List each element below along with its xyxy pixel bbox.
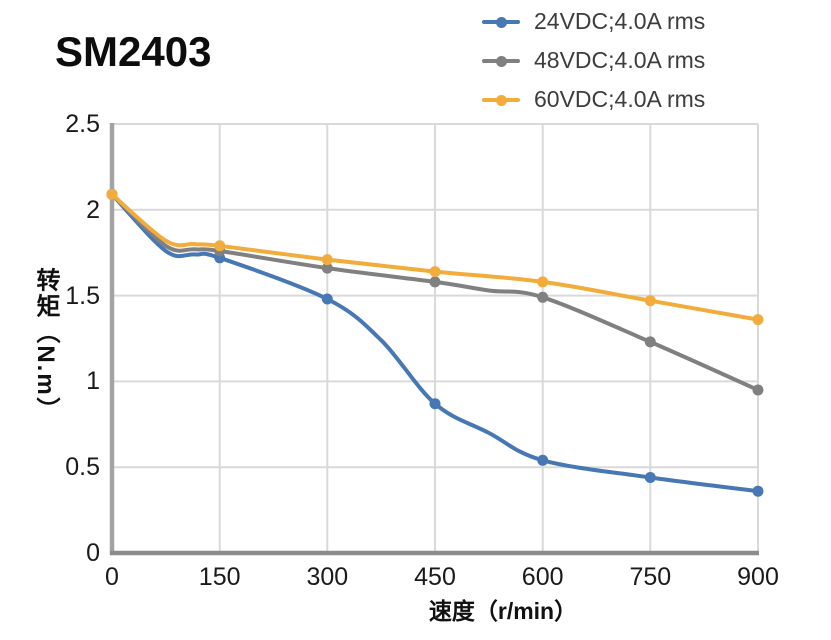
x-axis-title: 速度（r/min） [428, 598, 578, 624]
legend-line-dot-icon [482, 16, 520, 28]
data-point-marker [106, 188, 118, 200]
chart-title: SM2403 [55, 28, 212, 75]
x-tick-label: 600 [521, 563, 564, 591]
legend: 24VDC;4.0A rms 48VDC;4.0A rms 60VDC;4.0A r… [482, 2, 705, 119]
data-point-marker [214, 240, 226, 252]
data-point-marker [537, 276, 549, 288]
x-tick-label: 750 [629, 563, 672, 591]
x-tick-label: 450 [414, 563, 456, 591]
x-tick-label: 300 [306, 563, 349, 591]
legend-line-dot-icon [482, 94, 520, 106]
x-tick-label: 0 [105, 563, 119, 591]
data-point-marker [537, 454, 549, 466]
series-line-2 [110, 192, 760, 392]
y-tick-label: 0.5 [65, 453, 100, 482]
y-tick-label: 2.5 [65, 110, 100, 138]
legend-label: 24VDC;4.0A rms [534, 8, 706, 34]
legend-label: 48VDC;4.0A rms [534, 47, 706, 73]
legend-item-1: 24VDC;4.0A rms [482, 2, 705, 41]
y-tick-label: 1 [86, 367, 100, 396]
data-point-marker [752, 485, 764, 497]
legend-item-3: 60VDC;4.0A rms [482, 80, 705, 119]
legend-line-dot-icon [482, 55, 520, 67]
data-point-marker [429, 398, 441, 410]
x-tick-label: 150 [198, 563, 241, 591]
series-line-1 [110, 192, 760, 494]
data-point-marker [429, 276, 441, 288]
data-point-marker [644, 472, 656, 483]
y-tick-label: 2 [86, 195, 100, 224]
data-point-marker [752, 314, 764, 326]
data-point-marker [752, 384, 764, 396]
legend-item-2: 48VDC;4.0A rms [482, 41, 705, 80]
data-point-marker [644, 336, 656, 348]
data-point-marker [321, 254, 333, 266]
legend-label: 60VDC;4.0A rms [534, 86, 706, 112]
data-point-marker [644, 295, 656, 307]
data-point-marker [537, 291, 549, 303]
y-tick-label: 0 [86, 539, 100, 567]
x-tick-label: 900 [737, 563, 779, 591]
y-tick-label: 1.5 [65, 281, 100, 310]
y-axis-title: 转矩（N.m） [32, 267, 59, 423]
data-point-marker [429, 266, 441, 278]
data-point-marker [321, 293, 333, 305]
series-line-3 [110, 192, 760, 322]
data-point-marker [321, 262, 333, 274]
